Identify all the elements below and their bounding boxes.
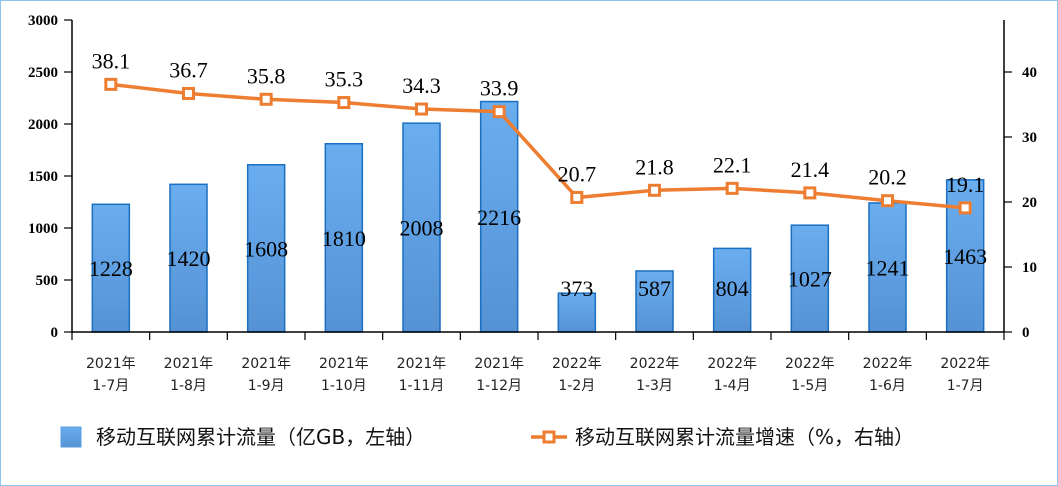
bar bbox=[246, 164, 286, 333]
line-marker bbox=[415, 102, 428, 116]
category-label-year: 2021年 bbox=[397, 356, 447, 372]
line-data-label: 21.8 bbox=[635, 154, 674, 179]
growth-line bbox=[110, 82, 966, 210]
category-label-year: 2021年 bbox=[86, 356, 136, 372]
category-label-year: 2022年 bbox=[630, 356, 680, 372]
category-label-period: 1-10月 bbox=[321, 378, 367, 394]
category-label-year: 2022年 bbox=[863, 356, 913, 372]
bar bbox=[557, 292, 597, 333]
category-label-year: 2022年 bbox=[785, 356, 835, 372]
category-label-period: 1-6月 bbox=[869, 378, 906, 394]
line-data-label: 20.7 bbox=[558, 161, 597, 186]
line-marker bbox=[648, 183, 661, 197]
category-label-period: 1-7月 bbox=[947, 378, 984, 394]
legend-bar-swatch bbox=[60, 426, 82, 448]
left-tick-label: 1500 bbox=[28, 169, 58, 185]
category-label-year: 2022年 bbox=[940, 356, 990, 372]
bar-data-label: 587 bbox=[638, 276, 671, 301]
bar bbox=[402, 122, 441, 333]
line-data-label: 34.3 bbox=[402, 73, 441, 98]
left-tick-label: 2000 bbox=[28, 117, 58, 133]
left-tick-label: 500 bbox=[36, 273, 59, 289]
line-marker bbox=[104, 77, 118, 91]
bar-data-label: 1420 bbox=[167, 246, 211, 271]
category-label-period: 1-2月 bbox=[558, 378, 595, 394]
bar-data-label: 1228 bbox=[89, 256, 133, 281]
category-label-year: 2021年 bbox=[241, 356, 291, 372]
left-tick-label: 2500 bbox=[28, 65, 58, 81]
bar-data-label: 1608 bbox=[244, 236, 288, 261]
category-label-period: 1-3月 bbox=[636, 378, 673, 394]
category-label-year: 2021年 bbox=[319, 356, 369, 372]
line-marker bbox=[881, 194, 894, 208]
category-label-year: 2021年 bbox=[164, 356, 214, 372]
line-data-label: 21.4 bbox=[791, 157, 830, 182]
bar-data-label: 804 bbox=[716, 276, 749, 301]
line-marker bbox=[182, 86, 195, 100]
bar bbox=[479, 100, 519, 333]
left-tick-label: 1000 bbox=[28, 221, 58, 237]
line-data-label: 38.1 bbox=[92, 48, 131, 73]
line-marker bbox=[803, 186, 817, 200]
bar-data-label: 1810 bbox=[322, 226, 366, 251]
bar bbox=[91, 203, 131, 333]
category-label-period: 1-9月 bbox=[248, 378, 285, 394]
legend-line-marker bbox=[542, 430, 556, 444]
line-marker bbox=[570, 190, 584, 204]
category-label-year: 2022年 bbox=[552, 356, 602, 372]
right-tick-label: 40 bbox=[1022, 65, 1037, 81]
category-label-period: 1-12月 bbox=[476, 378, 522, 394]
bar-data-label: 1241 bbox=[866, 255, 910, 280]
left-tick-label: 0 bbox=[51, 325, 59, 341]
right-tick-label: 10 bbox=[1022, 260, 1037, 276]
bar-data-label: 373 bbox=[560, 276, 593, 301]
line-marker bbox=[337, 96, 351, 110]
bar-data-label: 1027 bbox=[788, 267, 832, 292]
category-label-period: 1-4月 bbox=[714, 378, 751, 394]
bar-data-label: 2008 bbox=[400, 216, 444, 241]
line-data-label: 36.7 bbox=[169, 57, 208, 82]
right-tick-label: 20 bbox=[1022, 195, 1037, 211]
line-data-label: 35.8 bbox=[247, 63, 286, 88]
category-label-year: 2021年 bbox=[474, 356, 524, 372]
legend-line-label: 移动互联网累计流量增速（%，右轴） bbox=[575, 425, 914, 449]
bar-data-label: 2216 bbox=[477, 205, 521, 230]
line-data-label: 20.2 bbox=[868, 165, 907, 190]
line-data-label: 19.1 bbox=[946, 172, 985, 197]
left-tick-label: 3000 bbox=[28, 13, 58, 29]
bar bbox=[169, 183, 208, 333]
line-data-label: 22.1 bbox=[713, 152, 752, 177]
category-label-period: 1-11月 bbox=[399, 378, 445, 394]
right-tick-label: 30 bbox=[1022, 130, 1037, 146]
line-data-label: 33.9 bbox=[480, 76, 519, 101]
line-marker bbox=[492, 105, 506, 119]
bar bbox=[324, 143, 364, 333]
category-label-period: 1-5月 bbox=[791, 378, 828, 394]
category-label-period: 1-8月 bbox=[170, 378, 207, 394]
line-marker bbox=[958, 201, 972, 215]
line-data-label: 35.3 bbox=[325, 67, 364, 92]
bar-data-label: 1463 bbox=[943, 244, 987, 269]
category-label-year: 2022年 bbox=[707, 356, 757, 372]
bar bbox=[712, 247, 752, 333]
line-marker bbox=[259, 92, 273, 106]
right-tick-label: 0 bbox=[1022, 325, 1030, 341]
bar bbox=[635, 270, 674, 333]
legend-bar-label: 移动互联网累计流量（亿GB，左轴） bbox=[96, 425, 425, 449]
line-marker bbox=[725, 181, 739, 195]
category-label-period: 1-7月 bbox=[92, 378, 129, 394]
